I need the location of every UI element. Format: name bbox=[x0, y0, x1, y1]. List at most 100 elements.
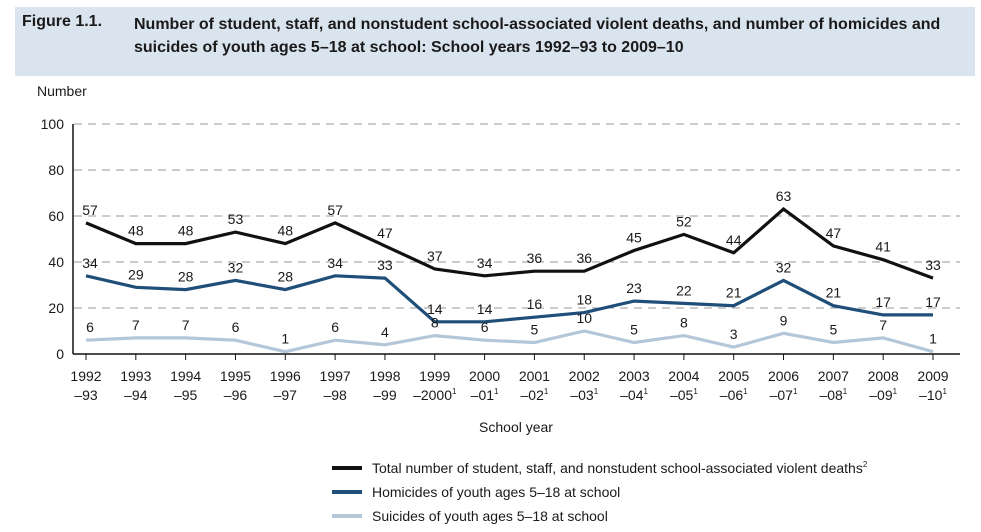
x-tick-label-range: –061 bbox=[720, 387, 748, 403]
data-label: 33 bbox=[925, 257, 941, 273]
x-tick-label-range: –95 bbox=[174, 387, 198, 403]
data-label: 7 bbox=[132, 317, 140, 333]
x-tick-label-year: 1994 bbox=[170, 368, 201, 384]
x-tick-label-range: –071 bbox=[770, 387, 798, 403]
x-tick-label-range: –041 bbox=[620, 387, 648, 403]
data-label: 34 bbox=[327, 255, 343, 271]
legend-label: Total number of student, staff, and nons… bbox=[372, 460, 868, 476]
data-label: 10 bbox=[576, 310, 592, 326]
data-label: 22 bbox=[676, 282, 692, 298]
data-label: 21 bbox=[826, 285, 842, 301]
x-tick-label-year: 2005 bbox=[718, 368, 749, 384]
data-label: 53 bbox=[228, 211, 244, 227]
data-label: 16 bbox=[527, 296, 543, 312]
data-label: 41 bbox=[875, 239, 891, 255]
series-line-2 bbox=[85, 329, 934, 354]
data-label: 6 bbox=[232, 319, 240, 335]
y-tick-label: 40 bbox=[48, 254, 64, 270]
data-label: 57 bbox=[82, 202, 98, 218]
data-label: 6 bbox=[86, 319, 94, 335]
data-label: 47 bbox=[377, 225, 393, 241]
x-tick-label-year: 1997 bbox=[320, 368, 351, 384]
y-tick-label: 0 bbox=[56, 346, 64, 362]
x-tick-label-range: –97 bbox=[274, 387, 298, 403]
data-label: 45 bbox=[626, 230, 642, 246]
data-label: 36 bbox=[527, 250, 543, 266]
data-label: 3 bbox=[730, 326, 738, 342]
data-label: 44 bbox=[726, 232, 742, 248]
data-label: 23 bbox=[626, 280, 642, 296]
data-label: 4 bbox=[381, 324, 389, 340]
legend-label: Homicides of youth ages 5–18 at school bbox=[372, 484, 621, 500]
data-label: 37 bbox=[427, 248, 443, 264]
x-tick-label-year: 1993 bbox=[120, 368, 151, 384]
data-label: 8 bbox=[431, 315, 439, 331]
legend-swatch bbox=[332, 514, 362, 518]
x-tick-label-year: 2003 bbox=[618, 368, 649, 384]
data-label: 7 bbox=[182, 317, 190, 333]
data-label: 1 bbox=[929, 331, 937, 347]
y-axis-label: Number bbox=[37, 83, 87, 99]
x-tick-label-range: –96 bbox=[224, 387, 248, 403]
data-label: 5 bbox=[630, 322, 638, 338]
legend-swatch bbox=[332, 466, 362, 470]
x-tick-label-range: –94 bbox=[124, 387, 148, 403]
data-label: 34 bbox=[477, 255, 493, 271]
x-tick-label-year: 2000 bbox=[469, 368, 500, 384]
data-label: 1 bbox=[281, 331, 289, 347]
x-tick-label-range: –051 bbox=[670, 387, 698, 403]
x-tick-label-year: 2006 bbox=[768, 368, 799, 384]
legend-item: Total number of student, staff, and nons… bbox=[332, 456, 867, 480]
figure-title: Number of student, staff, and nonstudent… bbox=[134, 16, 941, 56]
x-tick-label-range: –99 bbox=[373, 387, 397, 403]
x-tick-label-range: –98 bbox=[323, 387, 347, 403]
data-label: 6 bbox=[331, 319, 339, 335]
x-tick-label-range: –101 bbox=[919, 387, 947, 403]
x-tick-label-year: 1996 bbox=[270, 368, 301, 384]
x-tick-label-year: 1995 bbox=[220, 368, 251, 384]
data-label: 63 bbox=[776, 188, 792, 204]
data-label: 21 bbox=[726, 285, 742, 301]
x-tick-label-range: –091 bbox=[869, 387, 897, 403]
data-label: 29 bbox=[128, 266, 144, 282]
figure-label: Figure 1.1. bbox=[22, 13, 103, 30]
legend-item: Suicides of youth ages 5–18 at school bbox=[332, 504, 867, 528]
data-label: 33 bbox=[377, 257, 393, 273]
data-label: 48 bbox=[178, 223, 194, 239]
data-label: 32 bbox=[228, 259, 244, 275]
legend-swatch bbox=[332, 490, 362, 494]
legend-label: Suicides of youth ages 5–18 at school bbox=[372, 508, 608, 524]
data-label: 6 bbox=[481, 319, 489, 335]
x-tick-label-range: –021 bbox=[521, 387, 549, 403]
x-tick-label-year: 2001 bbox=[519, 368, 550, 384]
x-tick-label-year: 2009 bbox=[917, 368, 948, 384]
figure-header bbox=[15, 7, 975, 76]
data-label: 34 bbox=[82, 255, 98, 271]
x-tick-label-year: 2004 bbox=[668, 368, 699, 384]
x-tick-label-year: 2002 bbox=[569, 368, 600, 384]
data-label: 47 bbox=[826, 225, 842, 241]
y-tick-label: 20 bbox=[48, 300, 64, 316]
x-tick-label-year: 1992 bbox=[70, 368, 101, 384]
data-label: 28 bbox=[178, 269, 194, 285]
y-tick-label: 60 bbox=[48, 208, 64, 224]
data-label: 8 bbox=[680, 315, 688, 331]
data-label: 52 bbox=[676, 213, 692, 229]
data-label: 48 bbox=[278, 223, 294, 239]
data-label: 14 bbox=[477, 301, 493, 317]
x-tick-label-year: 2008 bbox=[868, 368, 899, 384]
y-tick-label: 80 bbox=[48, 162, 64, 178]
x-axis-label: School year bbox=[479, 419, 553, 435]
y-tick-label: 100 bbox=[41, 116, 65, 132]
data-label: 7 bbox=[879, 317, 887, 333]
x-tick-label-range: –20001 bbox=[413, 387, 457, 403]
legend-item: Homicides of youth ages 5–18 at school bbox=[332, 480, 867, 504]
data-label: 17 bbox=[925, 294, 941, 310]
series-line-0 bbox=[85, 207, 934, 280]
data-label: 48 bbox=[128, 223, 144, 239]
x-tick-label-year: 1998 bbox=[369, 368, 400, 384]
data-label: 18 bbox=[576, 292, 592, 308]
series-line-1 bbox=[85, 274, 933, 324]
data-label: 17 bbox=[875, 294, 891, 310]
